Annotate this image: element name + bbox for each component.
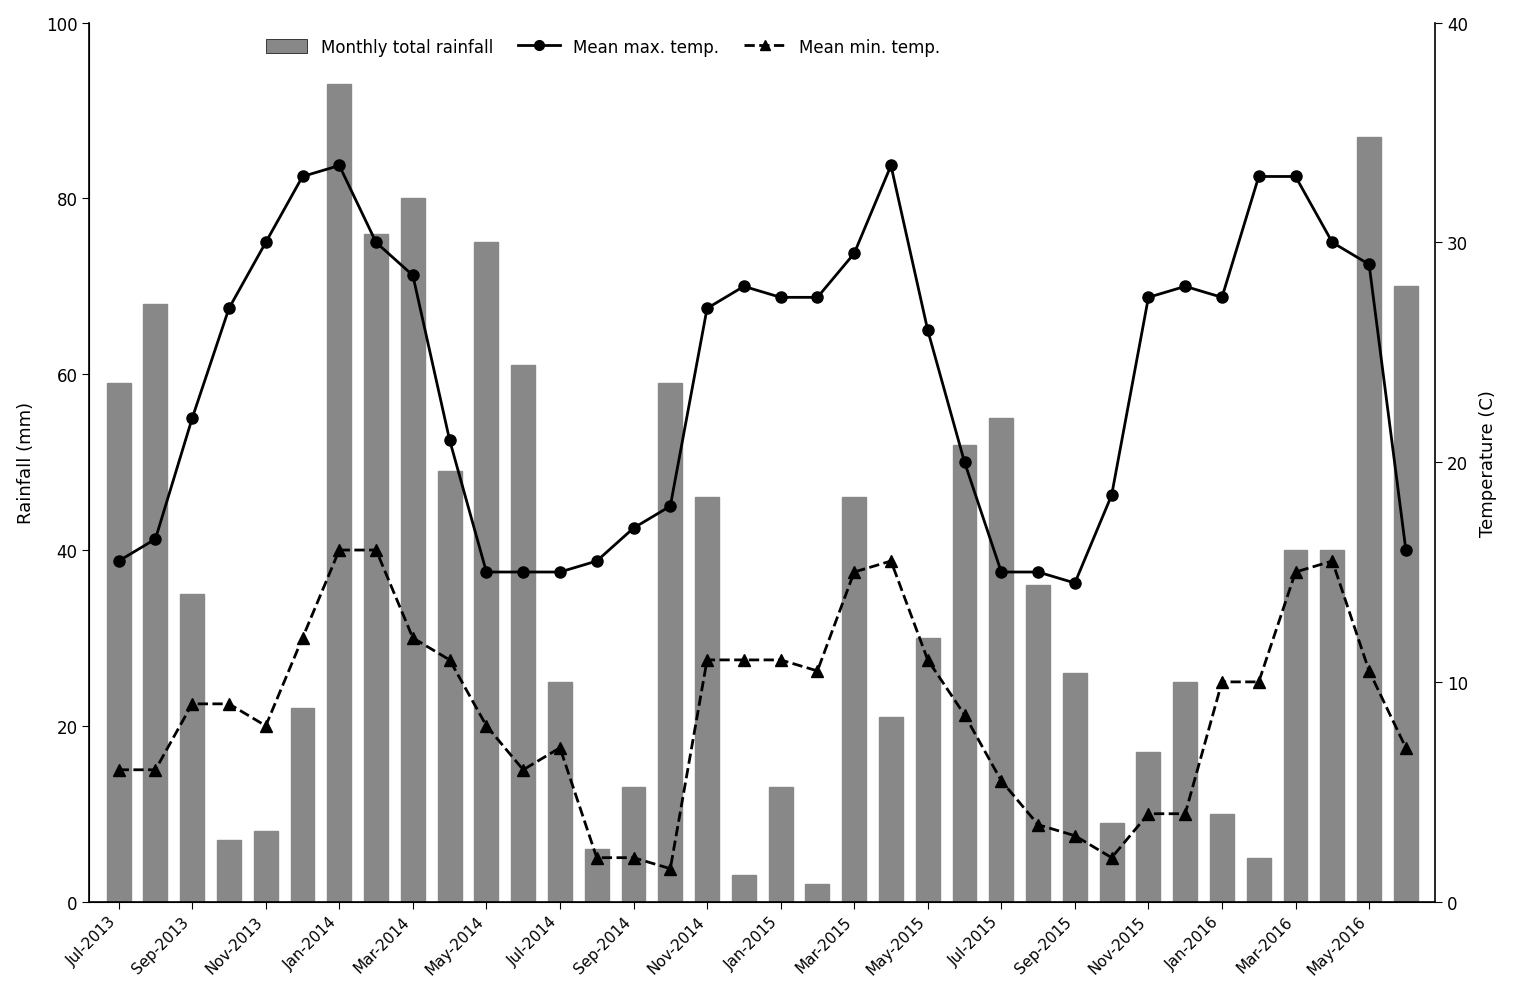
Bar: [365, 235, 388, 902]
Bar: [769, 787, 793, 902]
Bar: [695, 498, 719, 902]
Bar: [584, 849, 609, 902]
Bar: [1320, 551, 1344, 902]
Bar: [327, 85, 351, 902]
Bar: [1210, 814, 1234, 902]
Bar: [1063, 673, 1087, 902]
Bar: [106, 384, 130, 902]
Bar: [659, 384, 683, 902]
Bar: [401, 199, 425, 902]
Bar: [842, 498, 866, 902]
Bar: [144, 304, 168, 902]
Bar: [474, 244, 498, 902]
Bar: [548, 682, 572, 902]
Bar: [805, 884, 830, 902]
Bar: [291, 709, 315, 902]
Bar: [731, 876, 755, 902]
Bar: [1026, 585, 1051, 902]
Bar: [1284, 551, 1308, 902]
Bar: [254, 831, 277, 902]
Bar: [880, 718, 902, 902]
Bar: [916, 638, 940, 902]
Bar: [180, 594, 204, 902]
Y-axis label: Rainfall (mm): Rainfall (mm): [17, 402, 35, 524]
Bar: [217, 840, 241, 902]
Bar: [622, 787, 645, 902]
Bar: [1099, 823, 1123, 902]
Bar: [1248, 858, 1270, 902]
Bar: [1173, 682, 1198, 902]
Bar: [1394, 287, 1417, 902]
Bar: [989, 418, 1013, 902]
Bar: [1357, 138, 1381, 902]
Bar: [438, 471, 462, 902]
Bar: [952, 445, 977, 902]
Bar: [512, 366, 534, 902]
Bar: [1137, 752, 1160, 902]
Legend: Monthly total rainfall, Mean max. temp., Mean min. temp.: Monthly total rainfall, Mean max. temp.,…: [259, 32, 946, 64]
Y-axis label: Temperature (C): Temperature (C): [1479, 390, 1497, 536]
